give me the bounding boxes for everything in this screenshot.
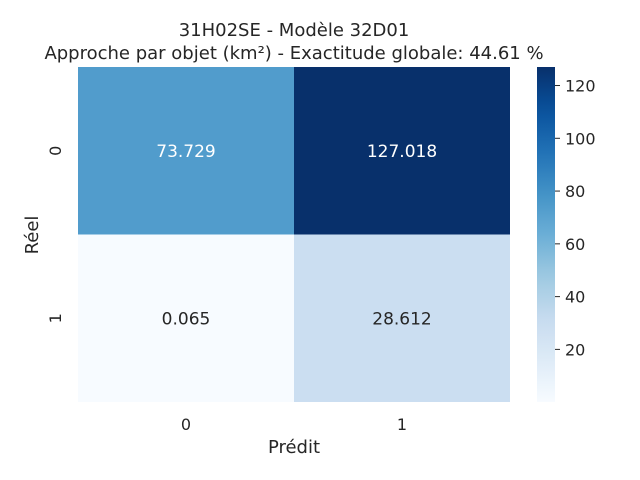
heatmap-cells	[78, 67, 510, 402]
x-tick-label: 0	[181, 415, 191, 434]
y-tick-label: 1	[46, 313, 65, 323]
heatmap-cell-label: 127.018	[367, 142, 437, 162]
heatmap-cell-label: 0.065	[162, 309, 211, 329]
heatmap-cell-label: 73.729	[156, 142, 215, 162]
chart-title: 31H02SE - Modèle 32D01	[179, 20, 410, 41]
x-tick-label: 1	[397, 415, 407, 434]
colorbar-tick-label: 60	[565, 235, 585, 254]
colorbar-tick-label: 40	[565, 288, 585, 307]
heatmap-cell	[294, 67, 510, 235]
chart-subtitle: Approche par objet (km²) - Exactitude gl…	[44, 43, 543, 64]
colorbar-tick-label: 100	[565, 129, 596, 148]
colorbar-ticks: 20 40 60 80 100 120	[555, 77, 596, 359]
heatmap-cell	[78, 234, 294, 402]
y-tick-label: 0	[46, 146, 65, 156]
heatmap-cell-label: 28.612	[372, 309, 431, 329]
heatmap-cell-labels: 73.729 127.018 0.065 28.612	[156, 142, 437, 330]
colorbar-tick-label: 20	[565, 340, 585, 359]
x-axis-label: Prédit	[268, 437, 320, 458]
y-axis-label: Réel	[22, 216, 43, 255]
colorbar-tick-label: 80	[565, 182, 585, 201]
y-tick-labels: 01	[46, 146, 65, 324]
heatmap-cell	[78, 67, 294, 235]
colorbar-tick-label: 120	[565, 77, 596, 96]
heatmap-cell	[294, 234, 510, 402]
colorbar	[537, 67, 555, 402]
